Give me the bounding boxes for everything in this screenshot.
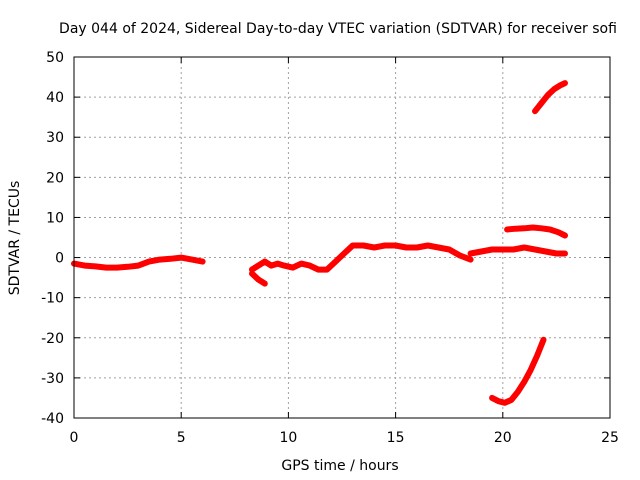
x-axis-label: GPS time / hours	[281, 458, 398, 474]
x-tick-label: 20	[494, 430, 512, 446]
y-tick-label: 40	[46, 90, 64, 106]
y-tick-label: -10	[41, 291, 64, 307]
x-tick-label: 15	[387, 430, 405, 446]
series-layer	[71, 80, 568, 406]
y-tick-label: -30	[41, 371, 64, 387]
x-tick-label: 25	[601, 430, 619, 446]
series-line-segment-1	[71, 254, 206, 271]
y-tick-label: 30	[46, 130, 64, 146]
grid-layer	[74, 57, 610, 418]
x-tick-label: 0	[70, 430, 79, 446]
series-line-segment-4	[504, 224, 568, 239]
y-tick-label: 20	[46, 170, 64, 186]
x-tick-label: 10	[279, 430, 297, 446]
series-line-segment-6	[489, 336, 547, 406]
y-tick-label: 0	[55, 251, 64, 267]
y-axis-label: SDTVAR / TECUs	[7, 181, 23, 296]
series-line-segment-2	[249, 242, 474, 273]
y-tick-label: -20	[41, 331, 64, 347]
ticks-layer: 0 5 10 15 20 25 -40 -30 -20 -10 0 10 20 30 40 50	[41, 50, 619, 446]
y-tick-label: -40	[41, 411, 64, 427]
series-line-segment-3	[467, 244, 568, 257]
plot-frame	[73, 56, 611, 419]
series-line-segment-2-tail	[249, 270, 268, 287]
series-line-segment-5	[532, 80, 568, 115]
y-tick-label: 10	[46, 210, 64, 226]
y-tick-label: 50	[46, 50, 64, 66]
x-tick-label: 5	[177, 430, 186, 446]
chart-title: Day 044 of 2024, Sidereal Day-to-day VTE…	[59, 21, 617, 37]
